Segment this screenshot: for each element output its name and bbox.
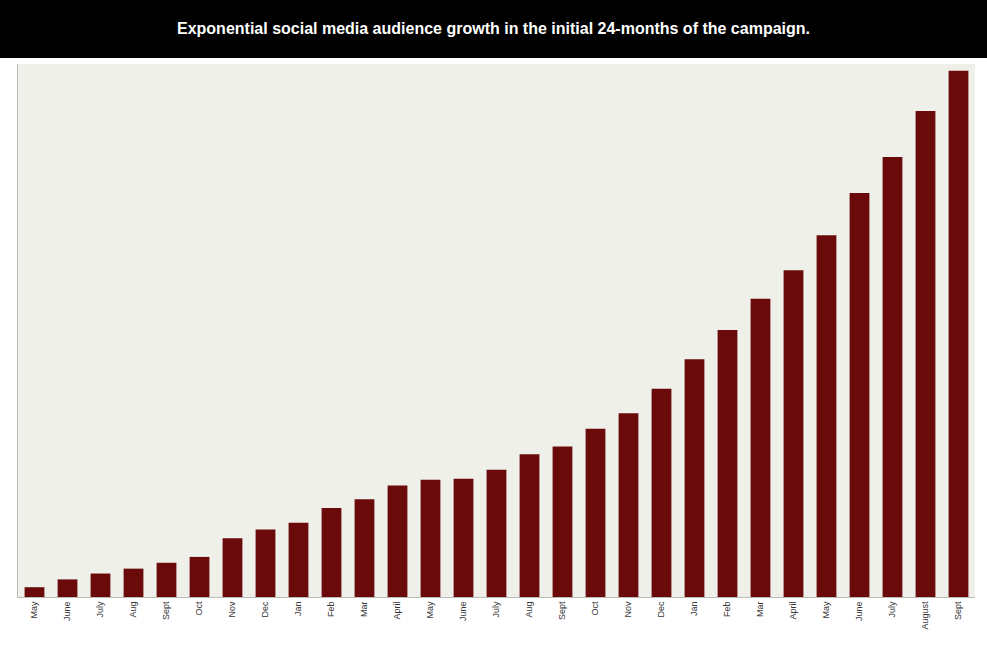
svg-text:April: April (788, 602, 798, 620)
svg-text:August: August (920, 601, 930, 630)
svg-text:April: April (392, 602, 402, 620)
svg-text:June: June (854, 602, 864, 622)
svg-text:June: June (458, 602, 468, 622)
svg-text:June: June (62, 602, 72, 622)
svg-text:July: July (887, 601, 897, 618)
svg-text:Feb: Feb (722, 602, 732, 618)
svg-text:Mar: Mar (755, 602, 765, 618)
svg-text:Aug: Aug (524, 602, 534, 618)
svg-text:Nov: Nov (623, 601, 633, 618)
svg-text:Jan: Jan (293, 602, 303, 617)
svg-text:May: May (821, 601, 831, 619)
svg-text:Dec: Dec (656, 601, 666, 618)
svg-text:Dec: Dec (260, 601, 270, 618)
svg-text:Aug: Aug (128, 602, 138, 618)
svg-text:May: May (425, 601, 435, 619)
svg-text:Nov: Nov (227, 601, 237, 618)
svg-text:Oct: Oct (194, 601, 204, 616)
html-text:Exponential social media audie: Exponential social media audience growth… (177, 20, 810, 37)
svg-text:Mar: Mar (359, 602, 369, 618)
svg-text:Jan: Jan (689, 602, 699, 617)
svg-text:Sept: Sept (557, 601, 567, 620)
svg-text:July: July (491, 601, 501, 618)
svg-text:Oct: Oct (590, 601, 600, 616)
svg-text:May: May (29, 601, 39, 619)
svg-text:July: July (95, 601, 105, 618)
svg-text:Sept: Sept (953, 601, 963, 620)
svg-text:Feb: Feb (326, 602, 336, 618)
svg-text:Sept: Sept (161, 601, 171, 620)
